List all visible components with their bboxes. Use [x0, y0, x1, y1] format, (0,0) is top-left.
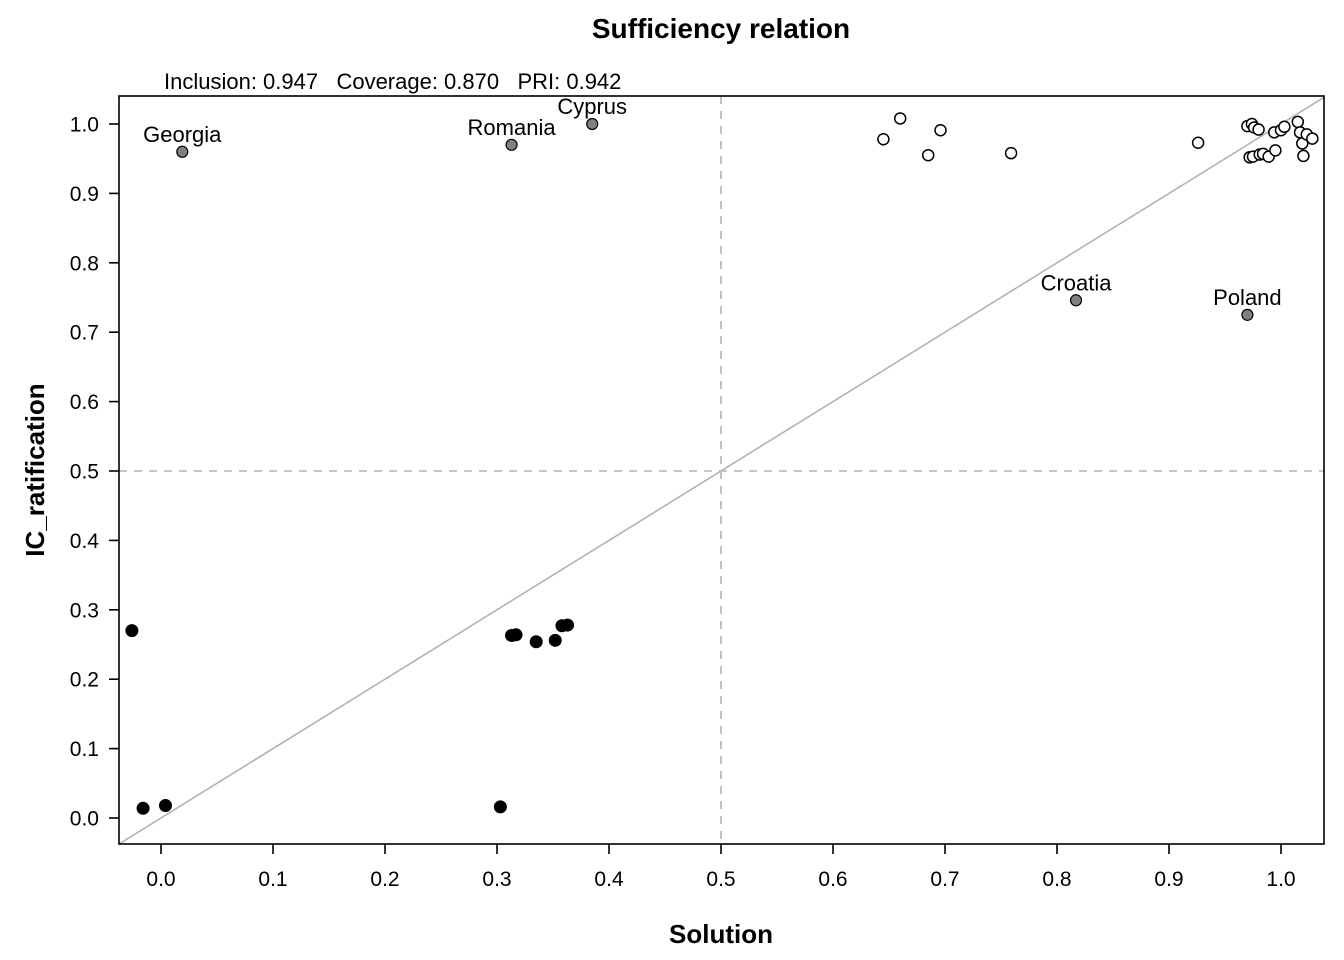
x-tick-label: 0.5	[706, 868, 735, 891]
x-tick-label: 0.6	[818, 868, 847, 891]
data-point	[561, 618, 575, 632]
x-tick-label: 0.3	[482, 868, 511, 891]
y-tick-label: 0.7	[70, 322, 99, 345]
data-point-deviant	[505, 138, 518, 151]
y-axis-title: IC_ratification	[20, 383, 50, 556]
x-tick-label: 1.0	[1266, 868, 1295, 891]
data-point-open	[1252, 123, 1265, 136]
data-point-open	[1269, 144, 1282, 157]
data-point	[529, 635, 543, 649]
y-tick-label: 0.6	[70, 391, 99, 414]
x-tick-label: 0.7	[930, 868, 959, 891]
y-tick-label: 0.8	[70, 252, 99, 275]
y-tick-label: 0.3	[70, 599, 99, 622]
y-tick-label: 1.0	[70, 114, 99, 137]
data-point-open	[1278, 120, 1291, 134]
data-point-open	[921, 148, 935, 162]
case-label: Poland	[1213, 285, 1282, 310]
case-label: Romania	[468, 115, 557, 140]
data-point	[158, 799, 172, 813]
data-point-open	[1004, 146, 1018, 160]
case-label: Cyprus	[557, 94, 627, 119]
x-tick-label: 0.2	[370, 868, 399, 891]
data-point	[136, 801, 150, 815]
data-point-open	[1291, 115, 1305, 129]
x-tick-label: 0.8	[1042, 868, 1071, 891]
data-point	[509, 628, 523, 642]
x-tick-label: 0.9	[1154, 868, 1183, 891]
chart-title: Sufficiency relation	[592, 13, 850, 44]
data-point-open	[1297, 149, 1310, 163]
data-point-open	[1306, 132, 1319, 145]
y-tick-label: 0.0	[70, 808, 99, 831]
data-point	[548, 633, 562, 647]
y-tick-label: 0.9	[70, 183, 99, 206]
y-tick-label: 0.1	[70, 738, 99, 761]
data-point	[125, 624, 139, 638]
x-tick-label: 0.1	[258, 868, 287, 891]
data-point-open	[893, 112, 907, 125]
y-tick-label: 0.5	[70, 461, 99, 484]
data-point-deviant	[176, 145, 189, 158]
case-label: Croatia	[1041, 270, 1113, 295]
data-point	[493, 800, 507, 814]
x-tick-label: 0.4	[594, 868, 624, 891]
diagonal-line	[119, 96, 1324, 844]
x-axis-title: Solution	[669, 919, 773, 949]
data-point-deviant	[1069, 294, 1083, 307]
x-tick-label: 0.0	[146, 868, 175, 891]
fit-statistics: Inclusion: 0.947 Coverage: 0.870 PRI: 0.…	[164, 69, 621, 94]
data-point-open	[1191, 136, 1205, 149]
data-point-open	[934, 123, 947, 137]
data-point-open	[877, 133, 890, 146]
case-label: Georgia	[143, 122, 222, 147]
plot-area: 0.0 0.1 0.2 0.3 0.4 0.5 0.6 0.7 0.8 0.9 1.0 0.0 0.1 0…	[70, 94, 1325, 891]
data-point-deviant	[1241, 308, 1254, 321]
y-tick-label: 0.2	[70, 669, 99, 692]
data-point-deviant	[586, 117, 599, 131]
y-tick-label: 0.4	[70, 530, 100, 553]
